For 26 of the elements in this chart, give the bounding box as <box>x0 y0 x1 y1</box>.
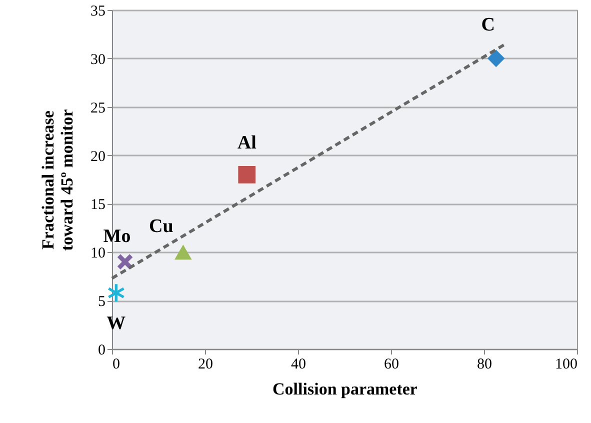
x-tick-label: 100 <box>555 356 578 372</box>
y-axis-title: Fractional increase toward 45º monitor <box>38 108 76 251</box>
x-tick-label: 80 <box>477 356 492 372</box>
x-tick-label: 40 <box>291 356 306 372</box>
y-tick-label: 35 <box>90 4 106 20</box>
series-label: W <box>106 312 126 334</box>
x-tick-label: 0 <box>112 356 120 372</box>
point <box>238 166 256 184</box>
point <box>117 254 133 270</box>
x-tick-label: 20 <box>198 356 213 372</box>
point <box>174 244 192 260</box>
y-tick-label: 5 <box>98 294 106 310</box>
series-label: Al <box>237 132 256 154</box>
y-tick-label: 20 <box>90 148 106 165</box>
y-tick-label: 15 <box>90 197 106 214</box>
y-tick-label: 0 <box>98 342 106 358</box>
series-label: C <box>481 14 495 36</box>
series-label: Cu <box>148 216 174 238</box>
y-tick-label: 30 <box>90 52 106 68</box>
y-tick-label: 10 <box>90 246 106 262</box>
x-axis-title: Collision parameter <box>272 380 418 398</box>
point <box>108 284 124 302</box>
x-tick-label: 60 <box>384 356 399 372</box>
y-tick-label: 25 <box>90 100 106 116</box>
series-label: Mo <box>103 226 131 247</box>
point <box>487 50 505 68</box>
